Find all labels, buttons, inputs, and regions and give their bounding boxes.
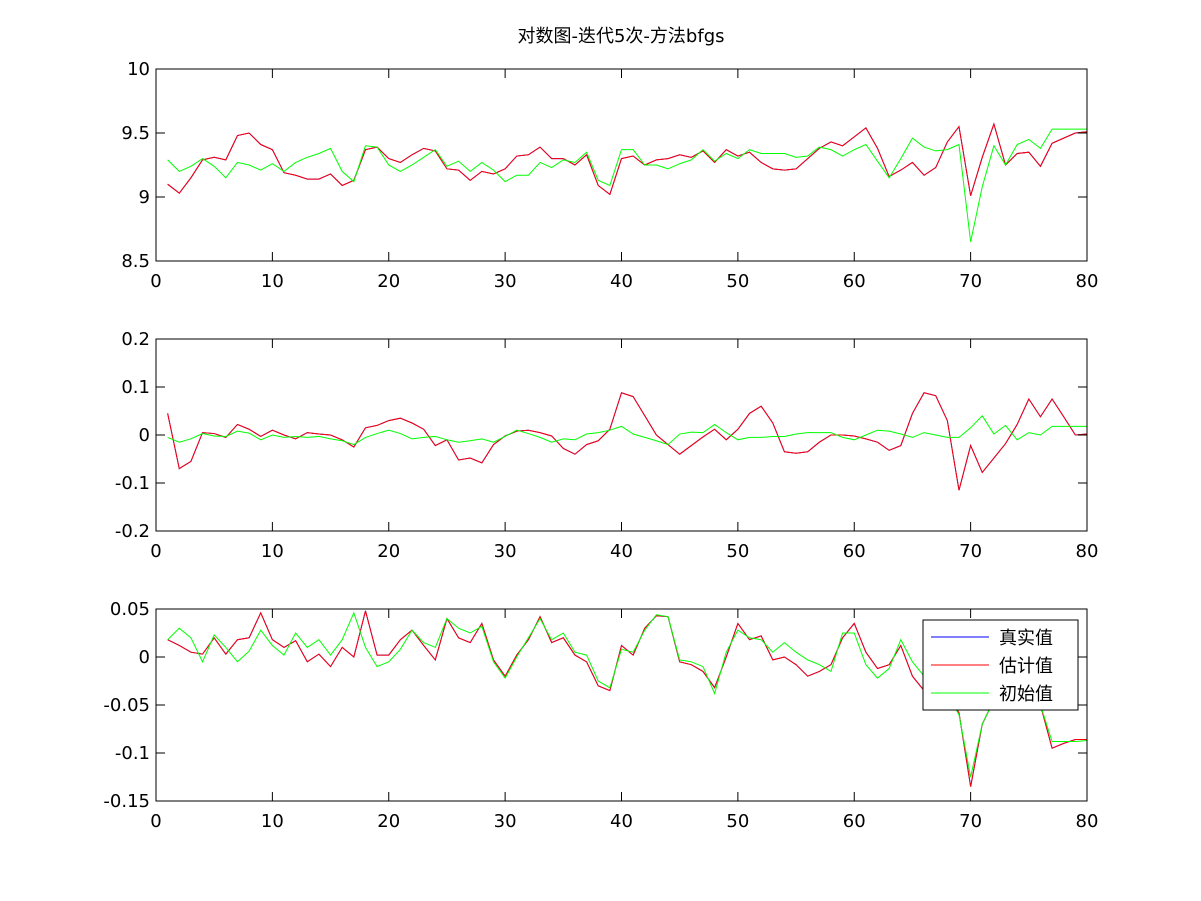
x-tick-label: 40	[610, 811, 633, 832]
y-tick-label: -0.1	[115, 473, 150, 494]
legend-label: 估计值	[999, 656, 1053, 677]
x-tick-label: 20	[377, 811, 400, 832]
y-tick-label: 9	[139, 187, 150, 208]
axes-layer: 0 10 20 30 40 50 60 70 80 8.5 9 9.5 10 0 10 20 30 40 50 60 7…	[103, 59, 1098, 832]
x-tick-label: 50	[726, 541, 749, 562]
x-tick-label: 20	[377, 541, 400, 562]
subplot-1: 0 10 20 30 40 50 60 70 80 8.5 9 9.5 10	[121, 59, 1098, 292]
series-line	[167, 122, 1087, 196]
x-tick-label: 60	[843, 541, 866, 562]
y-tick-label: 8.5	[121, 251, 150, 272]
y-tick-label: 0	[139, 647, 150, 668]
x-tick-label: 10	[261, 811, 284, 832]
x-tick-label: 40	[610, 271, 633, 292]
x-tick-label: 0	[150, 811, 161, 832]
x-tick-label: 30	[494, 541, 517, 562]
x-tick-label: 0	[150, 271, 161, 292]
x-tick-label: 60	[843, 271, 866, 292]
x-tick-label: 50	[726, 811, 749, 832]
y-tick-label: 0.2	[121, 329, 150, 350]
x-tick-label: 0	[150, 541, 161, 562]
series-line	[167, 392, 1087, 491]
x-tick-label: 40	[610, 541, 633, 562]
plot-area	[156, 339, 1087, 531]
subplot-2: 0 10 20 30 40 50 60 70 80 -0.2 -0.1 0 0.1 0.2	[115, 329, 1099, 562]
legend-label: 初始值	[999, 684, 1053, 705]
x-tick-label: 30	[494, 271, 517, 292]
legend-label: 真实值	[999, 628, 1053, 649]
y-tick-label: 9.5	[121, 123, 150, 144]
y-tick-label: -0.2	[115, 521, 150, 542]
y-tick-label: 0.05	[110, 599, 150, 620]
series-line	[167, 414, 1087, 446]
y-tick-label: 10	[127, 59, 150, 80]
x-tick-label: 30	[494, 811, 517, 832]
x-tick-label: 70	[959, 271, 982, 292]
x-tick-label: 80	[1076, 541, 1099, 562]
x-tick-label: 70	[959, 541, 982, 562]
series-line	[167, 128, 1087, 242]
x-tick-label: 80	[1076, 271, 1099, 292]
figure-title: 对数图-迭代5次-方法bfgs	[517, 26, 724, 47]
plot-area	[156, 69, 1087, 261]
x-tick-label: 50	[726, 271, 749, 292]
x-tick-label: 20	[377, 271, 400, 292]
y-tick-label: -0.05	[103, 695, 150, 716]
series-group	[167, 122, 1087, 242]
x-tick-label: 60	[843, 811, 866, 832]
y-tick-label: 0	[139, 425, 150, 446]
x-tick-label: 80	[1076, 811, 1099, 832]
x-tick-label: 70	[959, 811, 982, 832]
y-tick-label: -0.1	[115, 743, 150, 764]
x-tick-label: 10	[261, 271, 284, 292]
series-group	[167, 392, 1087, 491]
y-tick-label: -0.15	[103, 791, 150, 812]
y-tick-label: 0.1	[121, 377, 150, 398]
x-tick-label: 10	[261, 541, 284, 562]
